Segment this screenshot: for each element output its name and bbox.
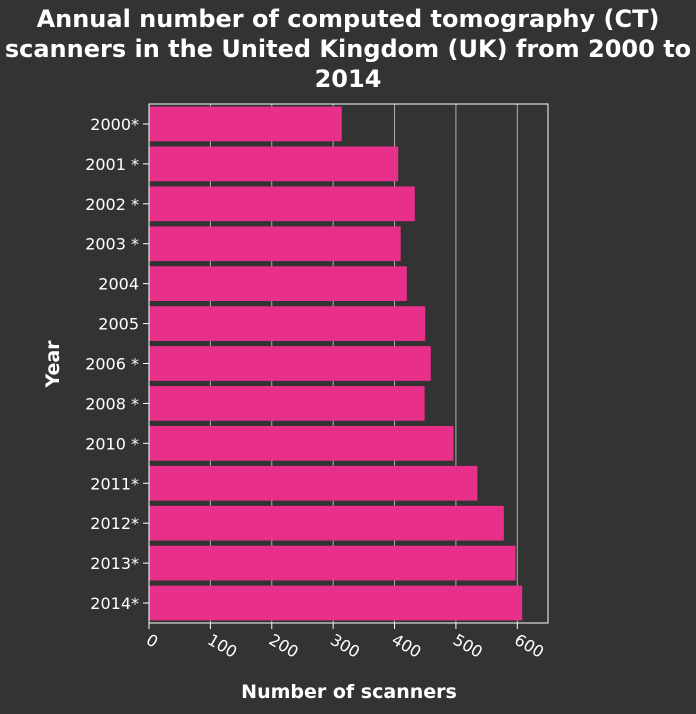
y-tick-label: 2004 [98,275,139,294]
y-tick-label: 2014* [90,594,139,613]
y-axis-title: Year [42,340,64,389]
y-tick-label: 2013* [90,554,139,573]
bars [149,106,523,621]
y-tick-label: 2008 * [85,394,139,413]
y-tick-label: 2001 * [85,155,139,174]
y-tick-label: 2010 * [85,434,139,453]
y-tick-label: 2011* [90,474,139,493]
y-tick-label: 2012* [90,514,139,533]
bar [149,106,342,142]
bar [149,146,399,182]
y-axis: 2000* 2001 * 2002 * 2003 * 2004 2005 2006 * 200… [85,115,149,613]
bar [149,585,523,621]
x-tick-label: 400 [389,630,425,662]
y-tick-label: 2006 * [85,355,139,374]
bar [149,346,431,381]
bar [149,266,407,302]
chart-title: Annual number of computed tomography (CT… [4,5,692,93]
x-tick-label: 0 [143,630,161,652]
bar [149,306,426,341]
bar [149,505,504,541]
bar [149,386,425,421]
x-tick-label: 100 [204,630,240,662]
bar [149,545,516,581]
x-tick-label: 500 [450,630,486,662]
y-tick-label: 2000* [90,115,139,134]
bar [149,186,415,222]
x-tick-label: 600 [511,630,547,662]
x-axis-title: Number of scanners [241,681,457,703]
bar [149,465,478,501]
x-axis: 0 100 200 300 400 500 600 [143,623,547,662]
y-tick-label: 2005 [98,315,139,334]
bar [149,226,401,262]
bar [149,425,454,461]
y-tick-label: 2002 * [85,195,139,214]
y-tick-label: 2003 * [85,235,139,254]
x-tick-label: 300 [327,630,363,662]
x-tick-label: 200 [266,630,302,662]
